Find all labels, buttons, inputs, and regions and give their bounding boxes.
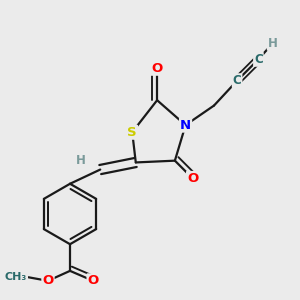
Text: N: N [180, 118, 191, 132]
Text: O: O [88, 274, 99, 287]
Text: C: C [233, 74, 242, 87]
Text: S: S [128, 126, 137, 139]
Text: C: C [254, 53, 263, 66]
Text: CH₃: CH₃ [5, 272, 27, 282]
Text: O: O [152, 62, 163, 75]
Text: O: O [42, 274, 54, 287]
Text: H: H [76, 154, 85, 167]
Text: O: O [187, 172, 198, 185]
Text: H: H [268, 37, 278, 50]
